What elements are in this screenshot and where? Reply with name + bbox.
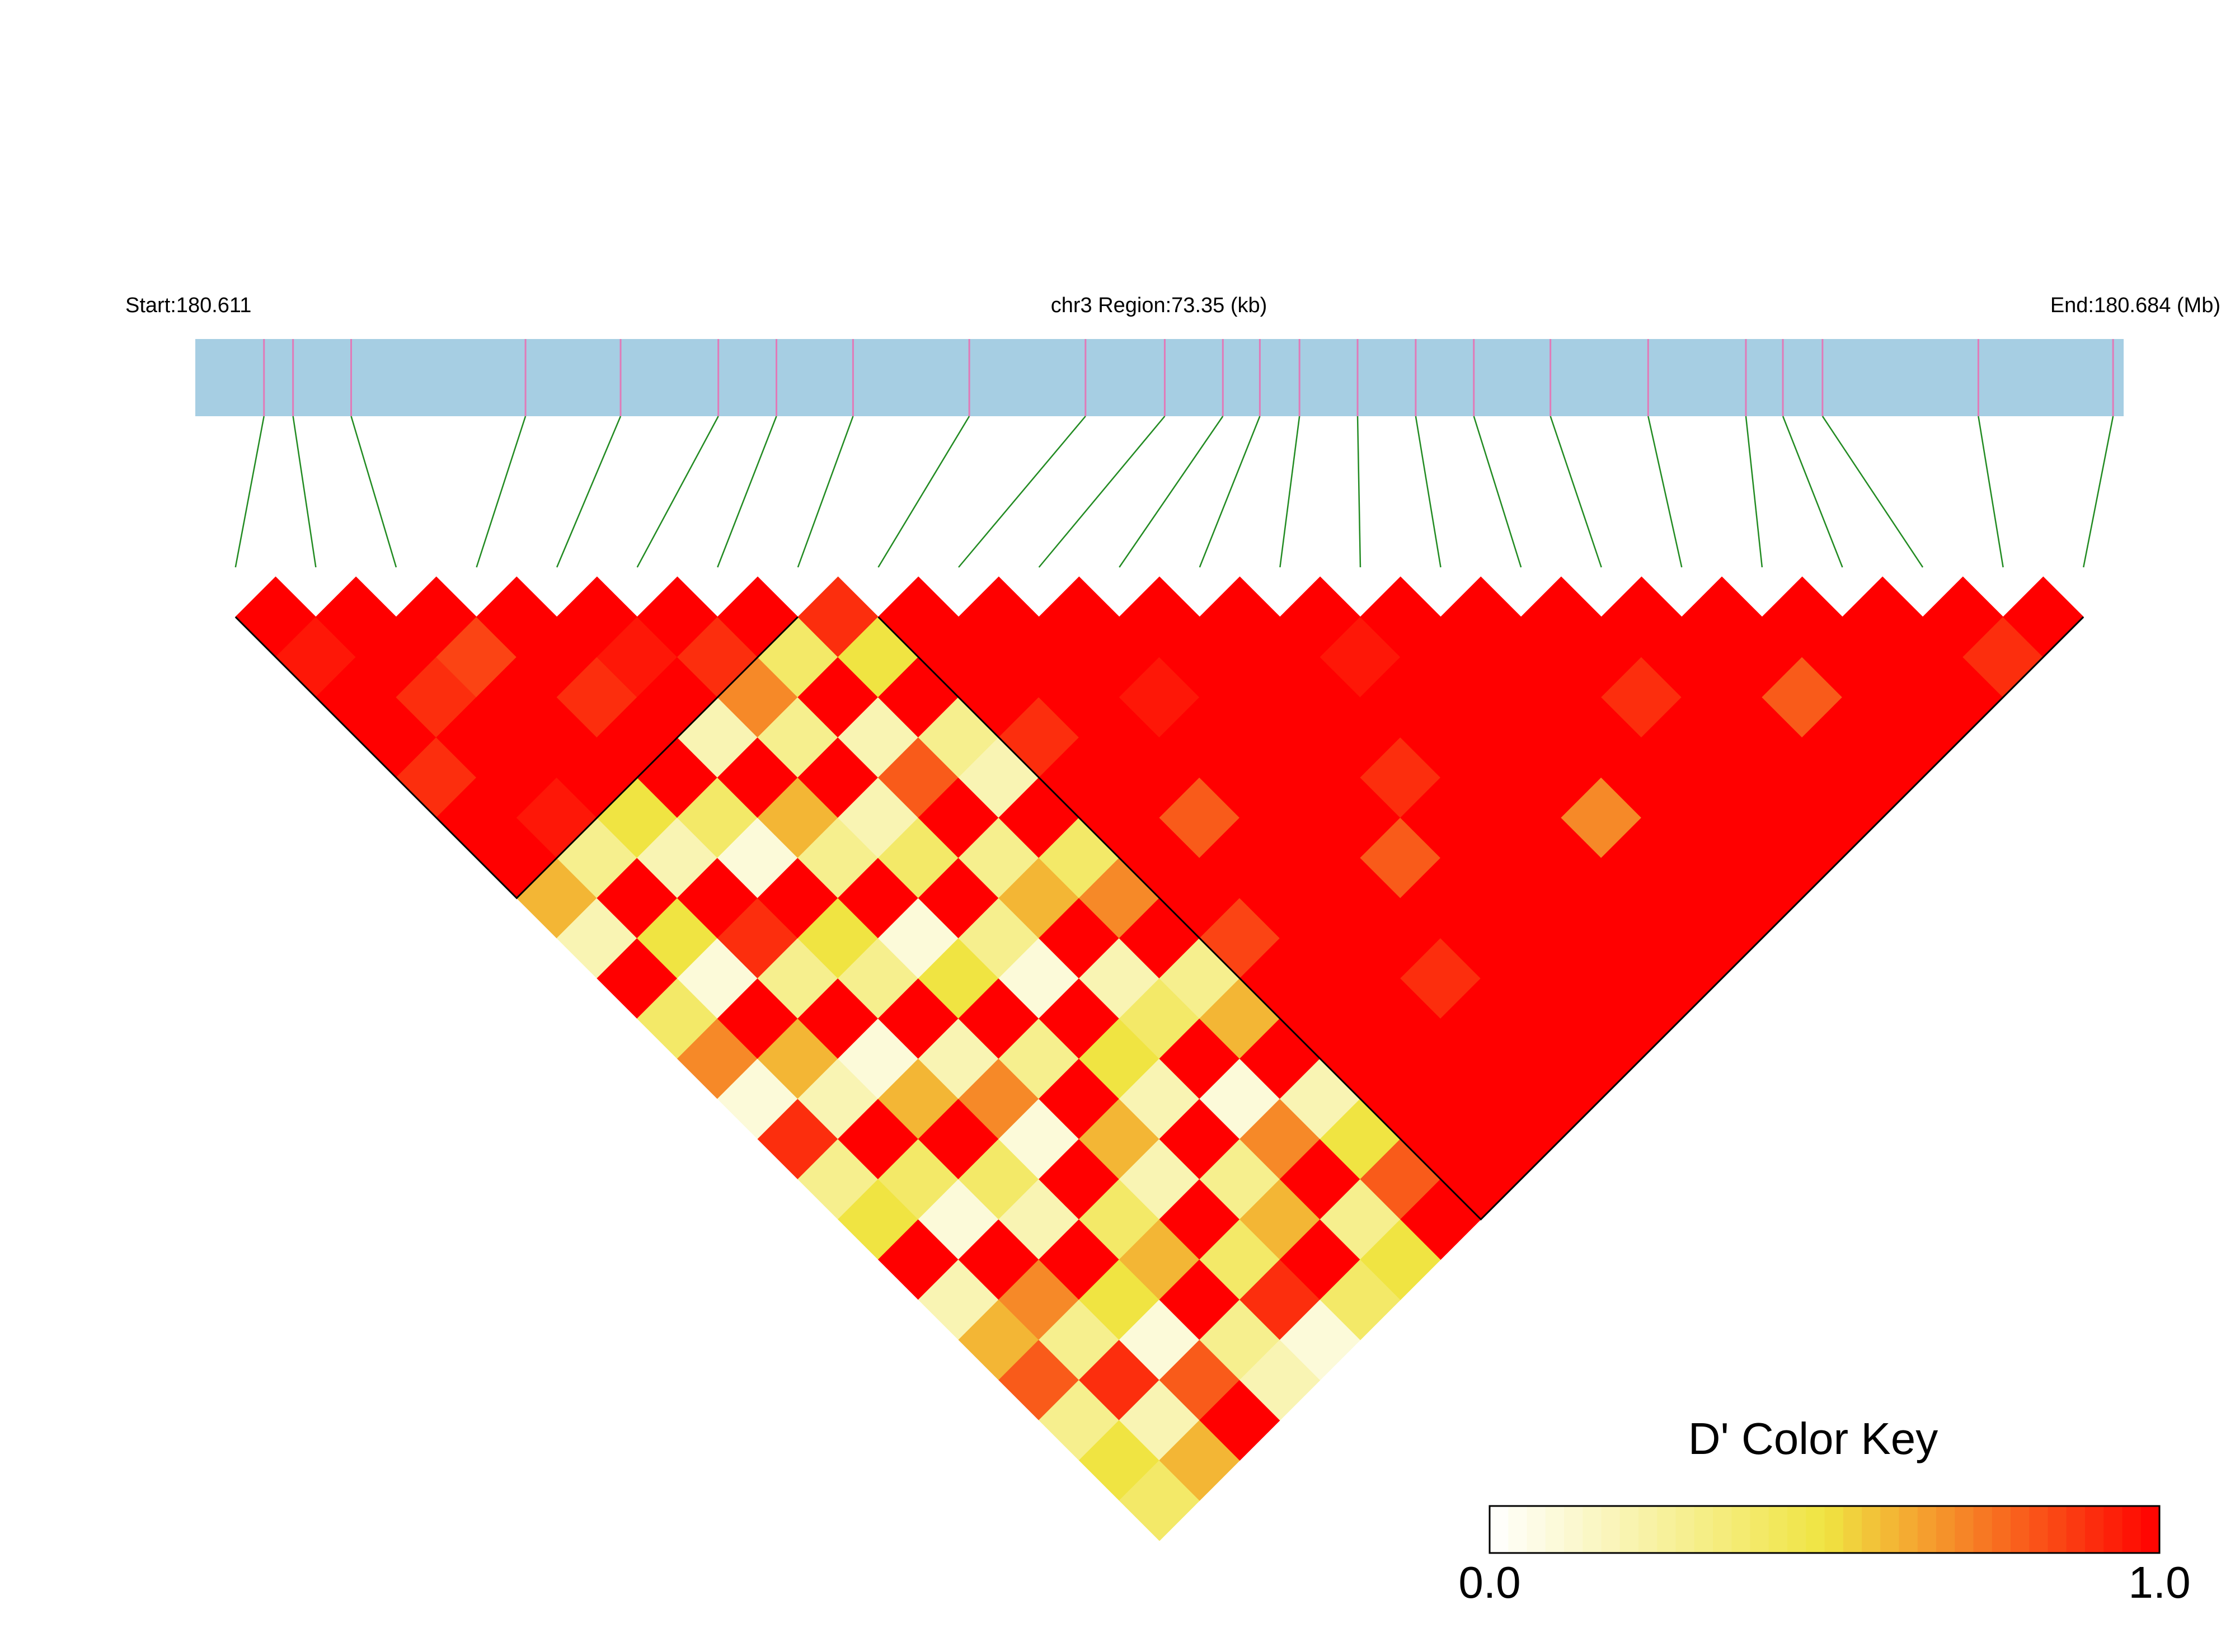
color-key-tick-label: 0.0 bbox=[1458, 1557, 1520, 1607]
snp-link bbox=[1550, 416, 1602, 568]
snp-link bbox=[476, 416, 527, 568]
color-key-step bbox=[1862, 1506, 1881, 1553]
color-key-step bbox=[2085, 1506, 2104, 1553]
snp-link bbox=[1821, 416, 1924, 568]
snp-link bbox=[292, 416, 317, 568]
snp-link bbox=[1745, 416, 1763, 568]
snp-link bbox=[636, 416, 719, 568]
color-key-step bbox=[2103, 1506, 2123, 1553]
snp-link bbox=[2082, 416, 2114, 568]
color-key-step bbox=[1973, 1506, 1993, 1553]
region-label: chr3 Region:73.35 (kb) bbox=[1051, 294, 1267, 317]
ld-block-outline bbox=[234, 616, 799, 900]
color-key-step bbox=[1638, 1506, 1658, 1553]
snp-link bbox=[877, 416, 970, 568]
snp-link bbox=[1356, 416, 1361, 568]
color-key-step bbox=[1806, 1506, 1825, 1553]
color-key-step bbox=[2140, 1506, 2160, 1553]
color-key-step bbox=[1675, 1506, 1695, 1553]
color-key-step bbox=[2048, 1506, 2067, 1553]
color-key-step bbox=[1936, 1506, 1955, 1553]
snp-link bbox=[1978, 416, 2004, 568]
color-key-step bbox=[1899, 1506, 1918, 1553]
color-key-step bbox=[1601, 1506, 1621, 1553]
color-key-step bbox=[2011, 1506, 2030, 1553]
snp-link bbox=[1473, 416, 1522, 568]
color-key-step bbox=[1619, 1506, 1639, 1553]
color-key-step bbox=[1750, 1506, 1769, 1553]
snp-link bbox=[350, 416, 397, 568]
snp-link bbox=[1782, 416, 1843, 568]
color-key-step bbox=[1768, 1506, 1788, 1553]
snp-link bbox=[717, 416, 777, 568]
snp-link bbox=[958, 416, 1086, 568]
color-key-step bbox=[2066, 1506, 2086, 1553]
color-key-step bbox=[1824, 1506, 1844, 1553]
color-key-step bbox=[1490, 1506, 1509, 1553]
snp-link bbox=[1415, 416, 1442, 568]
color-key-step bbox=[1583, 1506, 1602, 1553]
color-key-step bbox=[1527, 1506, 1546, 1553]
color-key-step bbox=[1992, 1506, 2011, 1553]
color-key-step bbox=[2029, 1506, 2048, 1553]
color-key-tick-label: 1.0 bbox=[2128, 1557, 2190, 1607]
snp-link bbox=[1279, 416, 1300, 568]
ld-block-outline bbox=[877, 616, 2084, 1221]
color-key-step bbox=[1955, 1506, 1974, 1553]
color-key-step bbox=[1657, 1506, 1676, 1553]
color-key-step bbox=[1564, 1506, 1583, 1553]
snp-link bbox=[1199, 416, 1261, 568]
color-key-step bbox=[1713, 1506, 1732, 1553]
end-label: End:180.684 (Mb) bbox=[2050, 294, 2220, 317]
color-key-title: D' Color Key bbox=[1688, 1414, 1938, 1463]
start-label: Start:180.611 bbox=[125, 294, 251, 317]
color-key-step bbox=[1880, 1506, 1899, 1553]
snp-link bbox=[234, 416, 265, 568]
color-key-step bbox=[1787, 1506, 1806, 1553]
color-key-step bbox=[1508, 1506, 1527, 1553]
color-key-step bbox=[1731, 1506, 1750, 1553]
snp-link bbox=[1119, 416, 1224, 568]
color-key-step bbox=[1545, 1506, 1565, 1553]
color-key-step bbox=[1843, 1506, 1862, 1553]
snp-link bbox=[797, 416, 854, 568]
snp-link bbox=[1038, 416, 1166, 568]
snp-link bbox=[1647, 416, 1683, 568]
color-key-step bbox=[1917, 1506, 1937, 1553]
color-key-step bbox=[2122, 1506, 2142, 1553]
region-bar bbox=[195, 339, 2124, 416]
color-key-step bbox=[1694, 1506, 1713, 1553]
snp-link bbox=[556, 416, 622, 568]
